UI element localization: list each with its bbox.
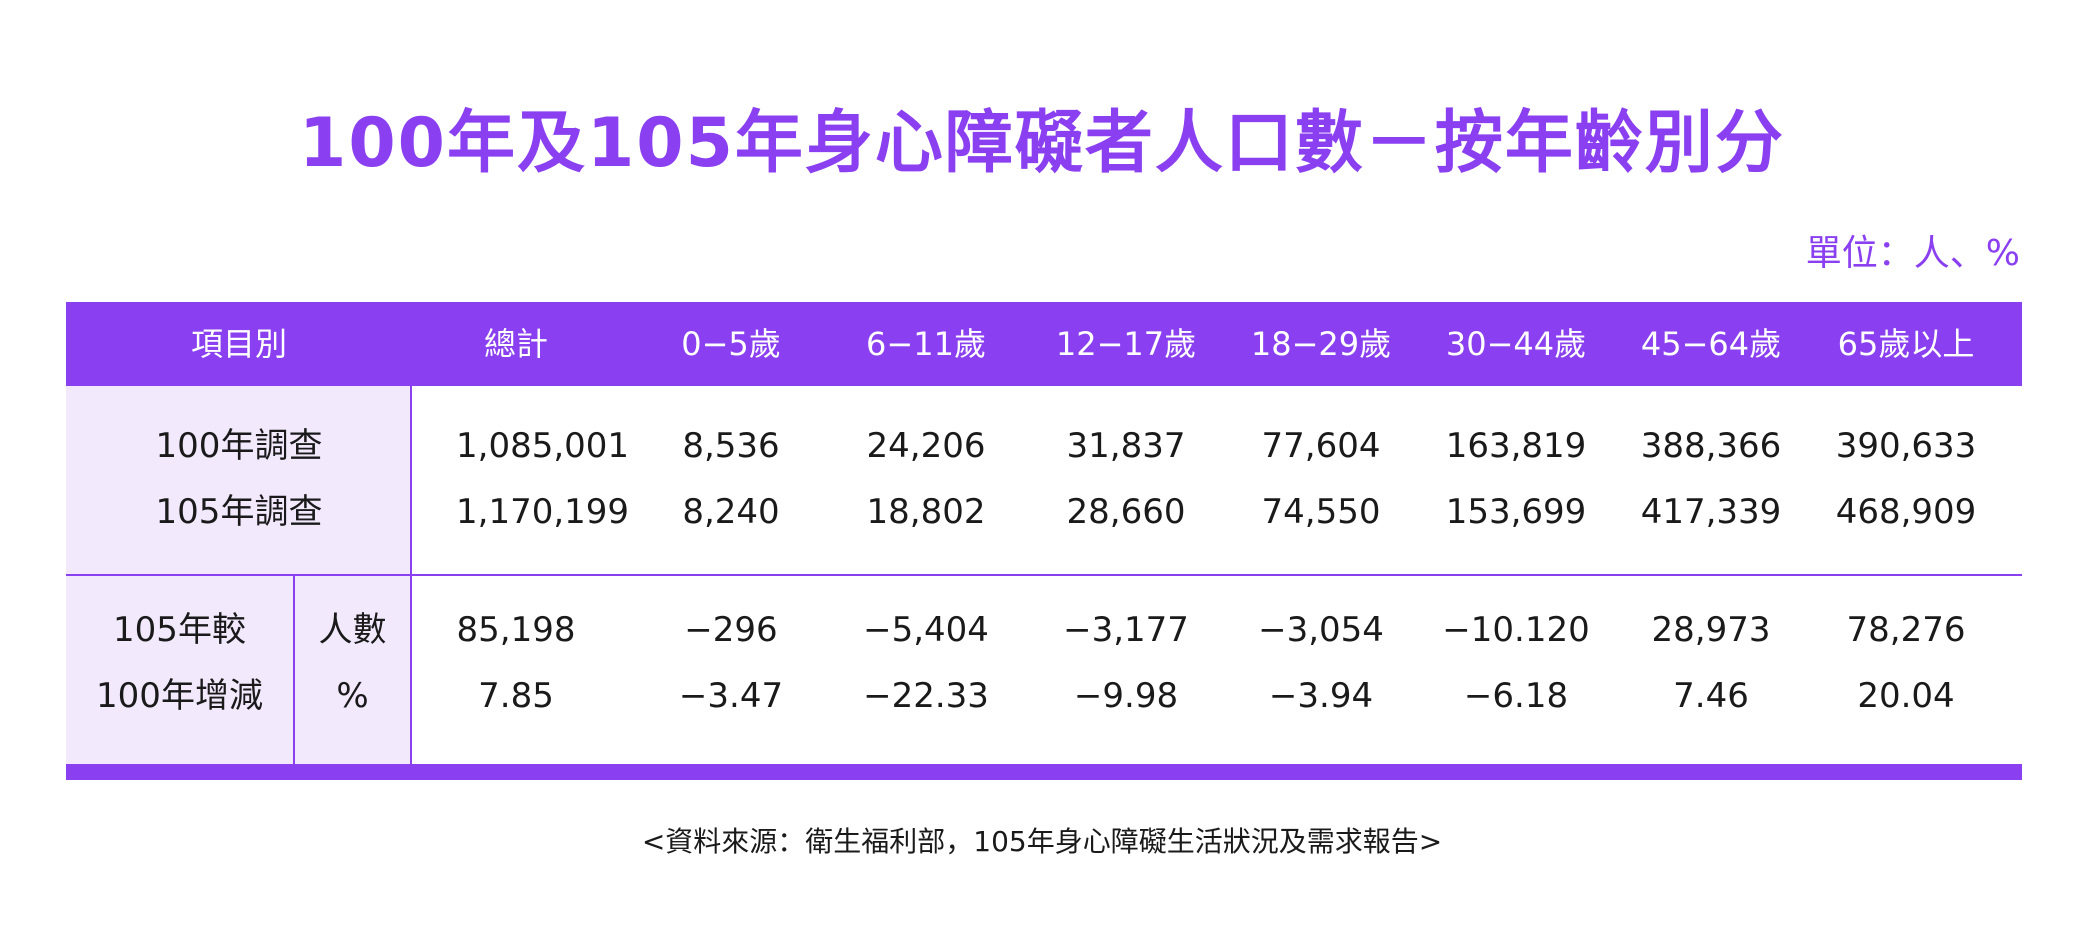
cell: −10.120 (1442, 610, 1590, 650)
cell: 24,206 (866, 426, 986, 466)
cell: 1,170,199 (456, 492, 630, 532)
cell: 153,699 (1445, 492, 1587, 532)
row-header-background (66, 386, 412, 766)
cell: 468,909 (1835, 492, 1977, 532)
cell: −9.98 (1073, 676, 1179, 716)
header-age-6-11: 6−11歲 (866, 325, 986, 363)
cell: 417,339 (1640, 492, 1782, 532)
table-header: 項目別 總計 0−5歲 6−11歲 12−17歲 18−29歲 30−44歲 4… (66, 302, 2022, 386)
cell: −5,404 (863, 610, 989, 650)
cell: 28,660 (1066, 492, 1186, 532)
header-age-0-5: 0−5歲 (681, 325, 781, 363)
cell: 1,085,001 (456, 426, 630, 466)
page-title: 100年及105年身心障礙者人口數－按年齡別分 (299, 104, 1785, 183)
column-divider (410, 386, 412, 766)
cell: 7.85 (478, 676, 554, 716)
change-label-line1: 105年較 (113, 610, 246, 650)
cell: −22.33 (863, 676, 989, 716)
unit-label: 單位：人、% (1805, 233, 2020, 274)
cell: 7.46 (1673, 676, 1749, 716)
cell: 388,366 (1640, 426, 1782, 466)
column-divider-inner (293, 574, 295, 766)
table-footer-bar (66, 764, 2022, 780)
cell: −3.94 (1268, 676, 1374, 716)
header-age-45-64: 45−64歲 (1640, 325, 1782, 363)
cell: −3,054 (1258, 610, 1384, 650)
cell: 77,604 (1261, 426, 1381, 466)
cell: −296 (684, 610, 778, 650)
header-item: 項目別 (190, 325, 287, 363)
cell: −6.18 (1463, 676, 1569, 716)
cell: 8,240 (682, 492, 780, 532)
header-age-30-44: 30−44歲 (1445, 325, 1587, 363)
cell: −3.47 (678, 676, 784, 716)
cell: 28,973 (1651, 610, 1771, 650)
cell: 163,819 (1445, 426, 1587, 466)
cell: 78,276 (1846, 610, 1966, 650)
row-divider (66, 574, 2022, 576)
source-note: <資料來源：衛生福利部，105年身心障礙生活狀況及需求報告> (641, 825, 1443, 858)
row-label-count: 人數 (318, 610, 387, 650)
cell: −3,177 (1063, 610, 1189, 650)
data-table: 項目別 總計 0−5歲 6−11歲 12−17歲 18−29歲 30−44歲 4… (66, 302, 2022, 780)
header-age-65-plus: 65歲以上 (1837, 325, 1975, 363)
cell: 18,802 (866, 492, 986, 532)
cell: 20.04 (1857, 676, 1955, 716)
cell: 85,198 (456, 610, 576, 650)
row-label-105: 105年調查 (155, 492, 323, 532)
cell: 8,536 (682, 426, 780, 466)
cell: 74,550 (1261, 492, 1381, 532)
change-label-line2: 100年增減 (96, 676, 263, 716)
cell: 390,633 (1835, 426, 1977, 466)
header-age-18-29: 18−29歲 (1250, 325, 1392, 363)
row-label-100: 100年調查 (155, 426, 323, 466)
row-label-pct: % (336, 676, 369, 716)
header-total: 總計 (483, 325, 548, 363)
cell: 31,837 (1066, 426, 1186, 466)
header-age-12-17: 12−17歲 (1055, 325, 1197, 363)
